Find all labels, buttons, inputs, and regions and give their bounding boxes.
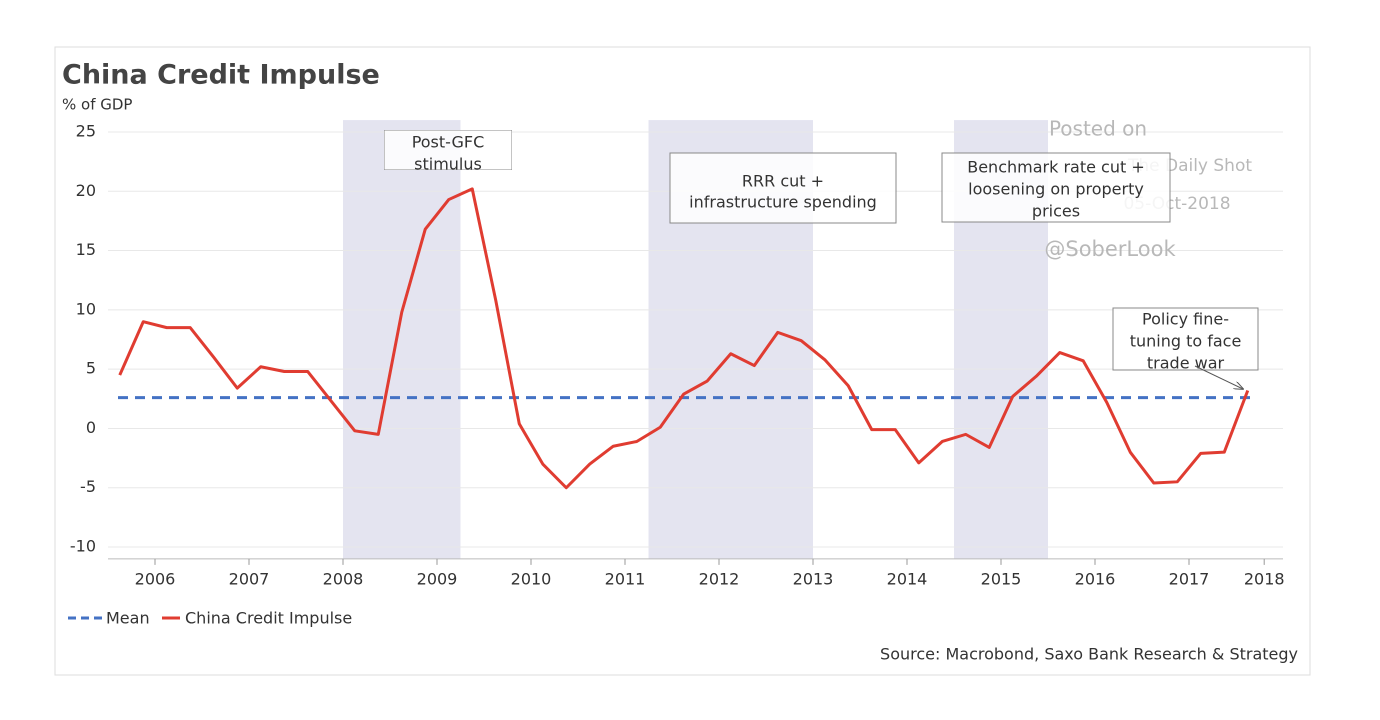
annotation-text: stimulus [414,155,482,174]
y-tick-label: 10 [76,299,96,318]
x-tick-label: 2010 [511,569,552,588]
x-tick-label: 2009 [417,569,458,588]
chart-title: China Credit Impulse [62,60,380,91]
source: Source: Macrobond, Saxo Bank Research & … [880,645,1298,664]
x-tick-label: 2006 [135,569,176,588]
annotation-text: Policy fine- [1142,310,1229,329]
x-tick-label: 2008 [323,569,364,588]
x-tick-label: 2015 [981,569,1022,588]
y-tick-label: -10 [70,537,96,556]
annotation-text: tuning to face [1130,332,1242,351]
y-axis-unit: % of GDP [62,96,132,114]
annotation-text: loosening on property [968,180,1144,199]
y-tick-label: -5 [80,477,96,496]
y-tick-label: 25 [76,121,96,140]
watermark: Posted on [1049,117,1147,141]
annotation-text: RRR cut + [742,172,824,191]
annotation: Policy fine-tuning to face trade war [1112,307,1259,373]
annotation-text: trade war [1147,354,1225,373]
y-tick-label: 5 [86,359,96,378]
x-tick-label: 2013 [793,569,834,588]
x-tick-label: 2007 [229,569,270,588]
x-tick-label: 2017 [1169,569,1210,588]
watermark: @SoberLook [1044,237,1176,261]
x-tick-label: 2016 [1075,569,1116,588]
series-line [118,187,1250,490]
x-tick-label: 2014 [887,569,928,588]
x-tick-label: 2012 [699,569,740,588]
legend-label: Mean [106,609,150,628]
annotation-text: Benchmark rate cut + [967,158,1145,177]
annotation-text: infrastructure spending [689,193,877,212]
y-tick-label: 15 [76,240,96,259]
annotation-box [941,152,1171,223]
y-tick-label: 0 [86,418,96,437]
annotation: Benchmark rate cut + loosening on propert… [941,152,1171,223]
x-tick-label: 2018 [1244,569,1285,588]
annotation: RRR cut + infrastructure spending [669,152,897,224]
legend-label: China Credit Impulse [185,609,352,628]
shaded-period [343,120,461,559]
annotation-box [1112,307,1259,371]
annotation: Post-GFC stimulus [384,130,512,174]
annotation-text: prices [1032,202,1080,221]
annotation-arrow [1194,365,1243,389]
x-tick-label: 2011 [605,569,646,588]
y-tick-label: 20 [76,181,96,200]
annotation-box [384,130,512,170]
annotation-text: Post-GFC [412,133,485,152]
annotation-box [669,152,897,224]
